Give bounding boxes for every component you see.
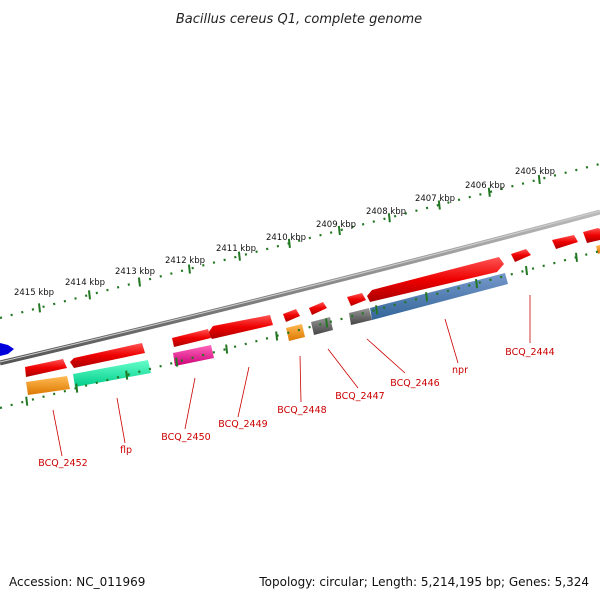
tick-mark <box>125 370 129 380</box>
kbp-labels: 2405 kbp 2406 kbp 2407 kbp 2408 kbp 2409… <box>14 167 555 298</box>
gene-label: npr <box>452 365 468 376</box>
gene-label: BCQ_2452 <box>38 458 87 469</box>
gene-label: BCQ_2450 <box>161 432 210 443</box>
tick-mark <box>175 357 179 367</box>
gene-label: BCQ_2447 <box>335 391 384 402</box>
tick-mark <box>375 305 379 315</box>
pink-feature-bcq2450 <box>173 345 214 366</box>
cds-arrow-bcq2444 <box>511 249 531 262</box>
leader-line <box>366 338 406 374</box>
leader-line <box>299 355 302 403</box>
gene-label: BCQ_2446 <box>390 378 439 389</box>
cds-arrow-npr <box>367 257 504 302</box>
tick-mark <box>225 344 229 354</box>
leader-line <box>116 397 126 444</box>
outer-tick-track: 2405 kbp 2406 kbp 2407 kbp 2408 kbp 2409… <box>0 162 600 320</box>
tick-mark <box>137 277 141 287</box>
tick-mark <box>275 331 279 341</box>
cds-arrow-bcq2446 <box>347 293 366 306</box>
green-feature-flp <box>73 360 151 387</box>
kbp-label: 2412 kbp <box>165 256 205 266</box>
tick-mark <box>38 303 41 313</box>
tick-mark <box>525 265 529 276</box>
cds-arrow-bcq2449 <box>208 315 273 339</box>
gene-label: BCQ_2448 <box>277 405 326 416</box>
tick-mark <box>475 278 479 289</box>
tick-mark <box>437 200 441 210</box>
tick-mark <box>87 290 91 300</box>
orange-feature-bcq2448 <box>286 324 305 341</box>
chart-title: Bacillus cereus Q1, complete genome <box>176 12 422 27</box>
colored-features <box>26 245 600 395</box>
inner-ticks <box>25 252 578 406</box>
kbp-label: 2414 kbp <box>65 278 105 288</box>
leader-line <box>52 409 63 457</box>
cds-arrow-bcq2450 <box>172 329 211 347</box>
gene-label: flp <box>120 445 132 456</box>
gray-feature-bcq2447 <box>311 317 333 335</box>
leader-line <box>184 377 196 430</box>
blue-feature-npr <box>370 273 508 320</box>
tick-mark <box>337 225 341 236</box>
tick-mark <box>487 187 491 197</box>
kbp-label: 2413 kbp <box>115 267 155 277</box>
tick-mark <box>425 292 429 302</box>
tick-mark <box>287 238 291 248</box>
tick-mark <box>237 251 241 261</box>
cds-arrow-bcq2447 <box>309 302 327 315</box>
cds-arrow-bcq2452 <box>25 359 67 377</box>
kbp-label: 2415 kbp <box>14 288 54 298</box>
cds-arrow <box>552 235 578 249</box>
kbp-label: 2405 kbp <box>515 167 555 177</box>
kbp-label: 2410 kbp <box>266 233 306 243</box>
tick-mark <box>187 264 191 274</box>
tick-mark <box>75 383 79 393</box>
cds-features <box>25 228 600 377</box>
gene-label: BCQ_2444 <box>505 347 554 358</box>
backbone-highlight <box>0 210 600 363</box>
cds-arrow-bcq2448 <box>283 309 300 322</box>
orange-feature <box>596 245 600 254</box>
tick-mark <box>537 174 541 185</box>
tick-mark <box>575 252 578 262</box>
kbp-label: 2408 kbp <box>366 207 406 217</box>
gene-labels: BCQ_2444 npr BCQ_2446 BCQ_2447 BCQ_2448 … <box>38 347 554 469</box>
tick-mark <box>387 213 391 223</box>
leader-line <box>237 366 250 418</box>
leader-line <box>444 318 459 364</box>
kbp-label: 2406 kbp <box>465 181 505 191</box>
major-ticks <box>38 174 541 313</box>
kbp-label: 2407 kbp <box>415 194 455 204</box>
orange-feature-bcq2452 <box>26 376 70 395</box>
accession-text: Accession: NC_011969 <box>9 575 145 589</box>
leader-line <box>327 348 359 389</box>
tick-mark <box>25 396 29 406</box>
cds-arrow-flp <box>70 343 145 368</box>
outer-dotted-scale <box>0 162 600 320</box>
genome-summary-text: Topology: circular; Length: 5,214,195 bp… <box>258 575 589 589</box>
gray-feature-bcq2446 <box>349 308 372 325</box>
kbp-label: 2411 kbp <box>216 244 256 254</box>
tick-mark <box>325 318 329 328</box>
blue-feature-arrow <box>0 343 14 356</box>
kbp-label: 2409 kbp <box>316 220 356 230</box>
cds-arrow <box>583 228 600 243</box>
genome-backbone <box>0 209 600 366</box>
gene-label: BCQ_2449 <box>218 419 267 430</box>
label-leaders <box>52 295 531 457</box>
